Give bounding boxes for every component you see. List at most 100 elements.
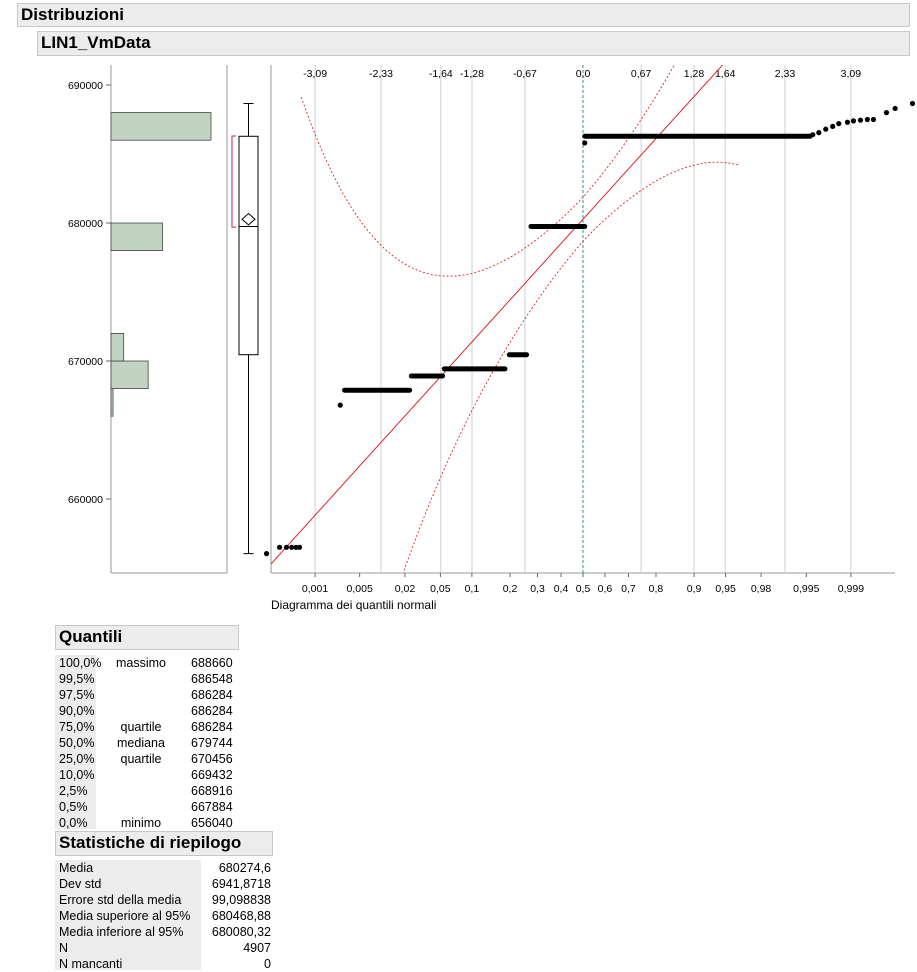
quantile-value: 669432 — [191, 768, 233, 782]
quantile-row: 90,0% 686284 — [59, 703, 259, 719]
data-point — [823, 126, 829, 132]
histogram-bar — [110, 222, 163, 252]
summary-row: N mancanti 0 — [59, 956, 271, 972]
quantile-percent: 2,5% — [59, 784, 88, 798]
y-tick-label: 660000 — [68, 494, 103, 506]
quantile-value: 667884 — [191, 800, 233, 814]
summary-header[interactable]: Statistiche di riepilogo — [55, 831, 273, 856]
data-point — [909, 100, 916, 107]
data-point — [289, 544, 295, 550]
summary-row: Media inferiore al 95% 680080,32 — [59, 924, 271, 940]
box-mean-diamond — [241, 212, 256, 226]
quantile-row: 0,0% minimo 656040 — [59, 815, 259, 831]
top-axis-label: 0,67 — [631, 68, 652, 80]
quantile-value: 656040 — [191, 816, 233, 830]
data-point — [263, 551, 270, 557]
quantile-percent: 75,0% — [59, 720, 95, 734]
upper-confidence-band — [300, 65, 675, 277]
summary-row: Media superiore al 95% 680468,88 — [59, 908, 271, 924]
quantiles-header[interactable]: Quantili — [55, 625, 239, 650]
y-tick-label: 690000 — [68, 80, 103, 92]
summary-row: N 4907 — [59, 940, 271, 956]
bottom-axis-label: 0,02 — [395, 583, 416, 595]
quantile-percent: 0,5% — [59, 800, 88, 814]
summary-row: Dev std 6941,8718 — [59, 876, 271, 892]
variable-title: LIN1_VmData — [41, 33, 151, 52]
lower-confidence-band — [402, 161, 740, 573]
summary-value: 680468,88 — [211, 909, 271, 923]
bottom-axis-label: 0,95 — [715, 583, 736, 595]
quantile-value: 670456 — [191, 752, 233, 766]
summary-value: 680274,6 — [218, 861, 271, 875]
top-axis-label: -1,28 — [460, 68, 484, 80]
data-point — [883, 110, 890, 116]
quantile-label-column — [55, 655, 96, 829]
x-axis-title: Diagramma dei quantili normali — [271, 598, 436, 612]
bottom-axis-label: 0,001 — [302, 583, 328, 595]
box-iqr — [238, 135, 259, 356]
y-tick-label: 670000 — [68, 356, 103, 368]
summary-label: N mancanti — [59, 957, 123, 971]
quantile-row: 0,5% 667884 — [59, 799, 259, 815]
variable-header[interactable]: LIN1_VmData — [37, 31, 910, 56]
quantile-value: 688660 — [191, 656, 233, 670]
quantile-percent: 10,0% — [59, 768, 95, 782]
histogram-bar — [110, 388, 114, 417]
quantile-row: 100,0% massimo 688660 — [59, 655, 259, 671]
bottom-axis-label: 0,3 — [530, 583, 545, 595]
quantile-value: 686284 — [191, 704, 233, 718]
bottom-axis-label: 0,005 — [347, 583, 373, 595]
summary-label: Media — [59, 861, 94, 875]
quantile-label: mediana — [117, 736, 165, 750]
data-point — [337, 402, 343, 408]
top-axis-label: 3,09 — [841, 68, 862, 80]
quantile-percent: 25,0% — [59, 752, 95, 766]
quantile-percent: 99,5% — [59, 672, 95, 686]
summary-row: Errore std della media 99,098838 — [59, 892, 271, 908]
summary-value: 6941,8718 — [211, 877, 271, 891]
quantile-value: 686284 — [191, 720, 233, 734]
top-axis-label: -0,67 — [513, 68, 537, 80]
quantile-row: 99,5% 686548 — [59, 671, 259, 687]
histogram-bar — [110, 112, 212, 141]
quantile-percent: 50,0% — [59, 736, 95, 750]
data-point — [582, 140, 588, 146]
y-tick-label: 680000 — [68, 218, 103, 230]
summary-label: Media superiore al 95% — [59, 909, 191, 923]
top-axis-label: -2,33 — [369, 68, 393, 80]
summary-label: Media inferiore al 95% — [59, 925, 184, 939]
quantile-value: 686284 — [191, 688, 233, 702]
bottom-axis-label: 0,2 — [503, 583, 518, 595]
data-point — [844, 119, 851, 125]
data-point — [850, 118, 857, 124]
quantile-row: 75,0% quartile 686284 — [59, 719, 259, 735]
summary-label: Dev std — [59, 877, 102, 891]
quantile-label: massimo — [115, 656, 166, 670]
summary-title: Statistiche di riepilogo — [59, 833, 242, 852]
summary-value: 680080,32 — [211, 925, 271, 939]
quantile-label: quartile — [120, 720, 162, 734]
data-point — [816, 130, 822, 136]
summary-value: 99,098838 — [211, 893, 271, 907]
summary-label: Errore std della media — [59, 893, 182, 907]
data-point — [892, 105, 898, 112]
summary-row: Media 680274,6 — [59, 860, 271, 876]
top-axis-label: 2,33 — [775, 68, 796, 80]
quantile-row: 97,5% 686284 — [59, 687, 259, 703]
top-axis-label: 1,28 — [684, 68, 705, 80]
quantile-percent: 0,0% — [59, 816, 88, 830]
quantile-row: 10,0% 669432 — [59, 767, 259, 783]
data-point — [830, 123, 836, 129]
bottom-axis-label: 0,7 — [621, 583, 636, 595]
quantile-percent: 97,5% — [59, 688, 95, 702]
data-point — [296, 544, 303, 550]
summary-value: 4907 — [243, 941, 271, 955]
data-point — [857, 117, 864, 123]
quantile-percent: 100,0% — [59, 656, 102, 670]
bottom-axis-label: 0,98 — [751, 583, 772, 595]
quantile-label: minimo — [120, 816, 162, 830]
quantile-percent: 90,0% — [59, 704, 95, 718]
distribution-header[interactable]: Distribuzioni — [17, 3, 910, 27]
distribution-title: Distribuzioni — [21, 5, 124, 24]
data-point — [864, 116, 870, 123]
